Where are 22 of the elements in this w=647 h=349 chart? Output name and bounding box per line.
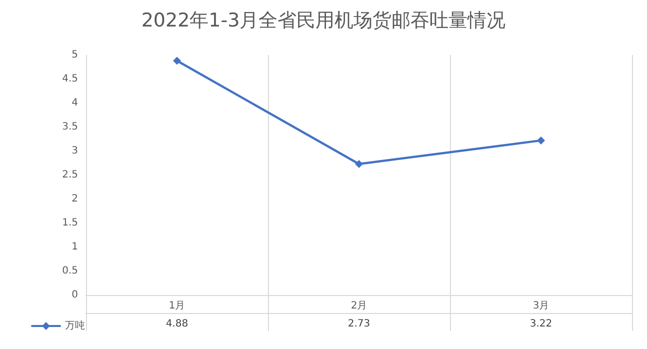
- y-tick-label: 1.5: [62, 218, 78, 228]
- y-tick-label: 0: [72, 290, 78, 300]
- y-tick-label: 0.5: [62, 266, 78, 276]
- x-tick-label: 2月: [350, 300, 368, 312]
- y-tick-label: 3: [72, 146, 78, 156]
- y-tick-label: 2: [72, 194, 78, 204]
- y-tick-label: 2.5: [62, 170, 78, 180]
- chart-title: 2022年1-3月全省民用机场货邮吞吐量情况: [141, 10, 506, 32]
- point: [173, 56, 181, 65]
- y-tick-label: 4: [72, 98, 78, 108]
- y-tick-label: 1: [72, 242, 78, 252]
- data-label: 4.88: [166, 318, 188, 330]
- point: [355, 160, 363, 168]
- point: [537, 136, 545, 144]
- y-tick-label: 4.5: [62, 74, 78, 84]
- data-label: 2.73: [348, 318, 370, 330]
- legend-label: 万吨: [65, 320, 85, 332]
- x-tick-label: 3月: [532, 300, 550, 312]
- y-tick-label: 5: [72, 50, 78, 60]
- y-tick-label: 3.5: [62, 122, 78, 132]
- data-label: 3.22: [530, 318, 552, 330]
- x-tick-label: 1月: [168, 300, 186, 312]
